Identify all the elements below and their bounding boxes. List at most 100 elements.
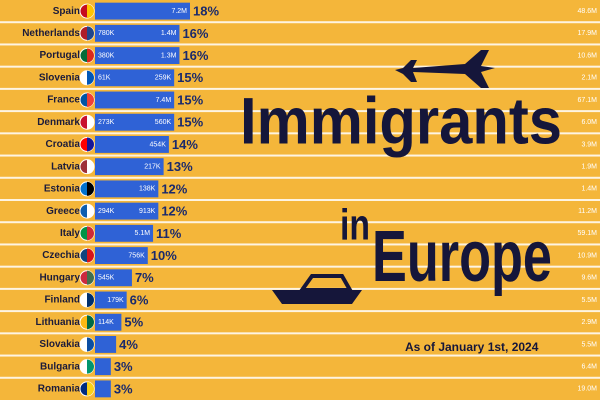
population-label: 1.9M <box>581 164 597 171</box>
bar <box>95 91 175 109</box>
bar <box>95 24 180 42</box>
segment-label: 273K <box>98 119 115 126</box>
value-label: 6% <box>130 292 149 307</box>
country-label: Bulgaria <box>40 361 80 372</box>
segment-label: 7.4M <box>156 97 172 104</box>
flag <box>87 204 94 219</box>
population-label: 6.4M <box>581 364 597 371</box>
bar <box>95 47 180 64</box>
population-label: 2.1M <box>581 75 597 82</box>
population-label: 5.5M <box>581 297 597 304</box>
bar <box>95 158 164 176</box>
country-label: Latvia <box>51 161 80 172</box>
segment-label: 454K <box>150 141 167 148</box>
value-label: 5% <box>124 315 143 330</box>
bar <box>95 224 154 242</box>
row-separator <box>0 265 600 268</box>
flag <box>87 315 94 330</box>
segment-label: 179K <box>107 297 124 304</box>
value-label: 12% <box>161 181 187 196</box>
row-separator <box>0 65 600 68</box>
segment-label: 1.3M <box>161 52 177 59</box>
bar <box>95 291 127 309</box>
population-label: 1.4M <box>581 186 597 193</box>
population-label: 59.1M <box>578 230 598 237</box>
bar <box>95 2 190 20</box>
flag <box>87 4 94 19</box>
value-label: 7% <box>135 270 154 285</box>
population-label: 67.1M <box>578 97 598 104</box>
bar <box>95 247 148 264</box>
segment-label: 7.2M <box>171 8 187 15</box>
population-label: 5.5M <box>581 341 597 348</box>
country-label: France <box>47 95 80 106</box>
value-label: 15% <box>177 92 203 107</box>
segment-label: 913K <box>139 208 156 215</box>
segment-label: 138K <box>139 186 156 193</box>
country-label: Slovenia <box>39 72 81 83</box>
row-separator <box>0 221 600 224</box>
value-label: 15% <box>177 115 203 130</box>
bar <box>95 380 111 398</box>
segment-label: 114K <box>98 319 114 326</box>
value-label: 16% <box>182 26 208 41</box>
segment-label: 61K <box>98 75 111 82</box>
row-separator <box>0 21 600 24</box>
value-label: 16% <box>182 48 208 63</box>
row-separator <box>0 199 600 201</box>
segment-label: 545K <box>98 275 115 282</box>
value-label: 4% <box>119 337 138 352</box>
row-separator <box>0 287 600 290</box>
country-label: Czechia <box>42 250 80 261</box>
row-separator <box>0 376 600 379</box>
flag <box>87 248 94 263</box>
bar <box>95 202 159 220</box>
bar <box>95 358 111 376</box>
flag <box>87 137 94 152</box>
segment-label: 756K <box>128 252 145 259</box>
bar <box>95 180 159 198</box>
value-label: 15% <box>177 70 203 85</box>
country-label: Slovakia <box>39 339 80 350</box>
flag <box>87 115 95 130</box>
segment-label: 259K <box>155 75 172 82</box>
value-label: 3% <box>114 359 133 374</box>
bar <box>95 269 132 287</box>
flag <box>87 159 94 174</box>
title-place: Europe <box>372 217 552 297</box>
value-label: 3% <box>114 381 133 396</box>
population-label: 48.6M <box>578 8 598 15</box>
title-joiner: in <box>340 201 370 250</box>
flag <box>87 337 94 352</box>
population-label: 19.0M <box>578 386 598 393</box>
country-label: Italy <box>60 228 80 239</box>
row-separator <box>0 87 600 90</box>
country-label: Romania <box>38 384 81 395</box>
flag <box>87 293 94 307</box>
bar <box>95 136 169 153</box>
country-label: Denmark <box>37 117 80 128</box>
flag <box>87 70 94 85</box>
title: Immigrants <box>240 83 562 157</box>
country-label: Lithuania <box>36 317 81 328</box>
flag <box>87 93 94 107</box>
flag <box>87 226 94 241</box>
bar <box>95 336 117 353</box>
row-separator <box>0 243 600 246</box>
row-separator <box>0 310 600 313</box>
row-separator <box>0 176 600 179</box>
segment-label: 5.1M <box>134 230 150 237</box>
subtitle: As of January 1st, 2024 <box>405 340 539 354</box>
country-label: Estonia <box>44 184 81 195</box>
flag <box>87 381 94 396</box>
flag <box>87 359 94 374</box>
row-separator <box>0 43 600 46</box>
bar <box>95 69 175 87</box>
country-label: Greece <box>46 206 80 217</box>
flag <box>87 270 94 285</box>
segment-label: 294K <box>98 208 115 215</box>
country-label: Spain <box>53 6 80 17</box>
value-label: 10% <box>151 248 177 263</box>
